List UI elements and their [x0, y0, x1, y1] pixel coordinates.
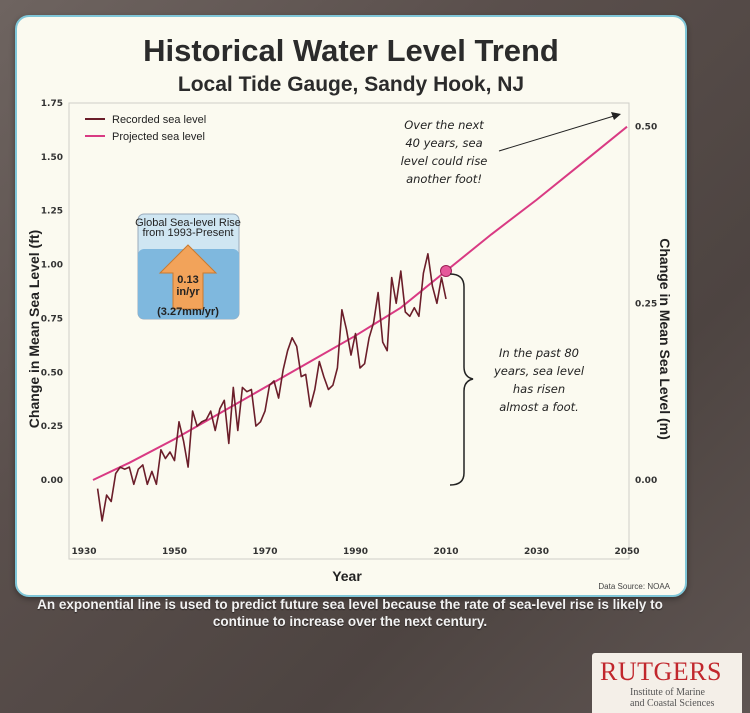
annotation-right-line1: In the past 80 [499, 346, 579, 360]
annotation-past-80-years: In the past 80 years, sea level has rise… [449, 273, 585, 486]
series-layer [92, 125, 628, 522]
x-tick-label: 2050 [614, 547, 639, 557]
data-source: Data Source: NOAA [598, 582, 670, 591]
recorded-sea-level-line [96, 253, 447, 522]
chart-title: Historical Water Level Trend [143, 33, 559, 68]
y-tick-left-label: 1.25 [41, 207, 63, 217]
x-tick-label: 1950 [162, 547, 187, 557]
y-tick-right-label: 0.25 [635, 299, 657, 309]
y-tick-left-label: 0.00 [41, 476, 63, 486]
inset-title-line1: Global Sea-level Rise [135, 217, 241, 229]
up-arrow-icon [158, 244, 218, 310]
inset-title-line2: from 1993-Present [142, 227, 233, 239]
annotation-right-line4: almost a foot. [499, 400, 579, 414]
brace-icon [449, 273, 474, 486]
inset-rate-mm: (3.27mm/yr) [157, 306, 219, 318]
x-tick-label: 1970 [252, 547, 277, 557]
x-axis-ticks: 1930 1950 1970 1990 2010 2030 2050 [71, 547, 639, 557]
rutgers-logo: RUTGERS Institute of Marine and Coastal … [592, 653, 742, 713]
y-axis-left-label: Change in Mean Sea Level (ft) [26, 230, 42, 428]
highlight-point-2010 [440, 265, 452, 278]
inset-rate: 0.13 [177, 274, 198, 286]
y-tick-left-label: 0.75 [41, 314, 63, 324]
annotation-top-line1: Over the next [404, 118, 484, 132]
x-axis-label: Year [332, 568, 362, 584]
y-tick-left-label: 1.75 [41, 99, 63, 109]
annotation-top-line4: another foot! [406, 172, 482, 186]
logo-brand: RUTGERS [600, 657, 722, 686]
inset-rate-unit: in/yr [176, 286, 200, 298]
x-tick-label: 1990 [343, 547, 368, 557]
annotation-top-line2: 40 years, sea [405, 136, 482, 150]
logo-subtitle-line1: Institute of Marine [630, 687, 705, 698]
y-tick-right-label: 0.00 [635, 476, 657, 486]
logo-subtitle: Institute of Marine and Coastal Sciences [630, 687, 740, 709]
x-tick-label: 1930 [71, 547, 96, 557]
legend: Recorded sea level Projected sea level [85, 114, 206, 143]
annotation-top-arrow [498, 115, 615, 152]
y-tick-right-label: 0.50 [635, 123, 657, 133]
annotation-right-line3: has risen [513, 382, 565, 396]
x-tick-label: 2010 [433, 547, 458, 557]
chart-panel: Historical Water Level Trend Local Tide … [15, 15, 687, 597]
y-axis-right-label: Change in Mean Sea Level (m) [657, 238, 673, 440]
arrowhead-icon [611, 112, 621, 120]
legend-projected: Projected sea level [112, 131, 205, 143]
y-axis-right-ticks: 0.50 0.25 0.00 [635, 123, 657, 486]
legend-recorded: Recorded sea level [112, 114, 206, 126]
annotation-next-40-years: Over the next 40 years, sea level could … [401, 112, 621, 186]
annotation-top-line3: level could rise [401, 154, 488, 168]
y-tick-left-label: 1.50 [41, 153, 63, 163]
y-tick-left-label: 0.25 [41, 422, 63, 432]
x-tick-label: 2030 [524, 547, 549, 557]
annotation-right-line2: years, sea level [493, 364, 585, 378]
inset-global-rise: Global Sea-level Rise from 1993-Present … [135, 213, 241, 320]
caption: An exponential line is used to predict f… [37, 597, 663, 629]
chart-subtitle: Local Tide Gauge, Sandy Hook, NJ [178, 73, 524, 96]
sea-level-chart: Historical Water Level Trend Local Tide … [26, 33, 673, 591]
y-tick-left-label: 1.00 [41, 261, 63, 271]
y-tick-left-label: 0.50 [41, 368, 63, 378]
plot-area [68, 102, 630, 560]
logo-subtitle-line2: and Coastal Sciences [630, 698, 715, 709]
y-axis-left-ticks: 1.75 1.50 1.25 1.00 0.75 0.50 0.25 0.00 [41, 99, 63, 486]
